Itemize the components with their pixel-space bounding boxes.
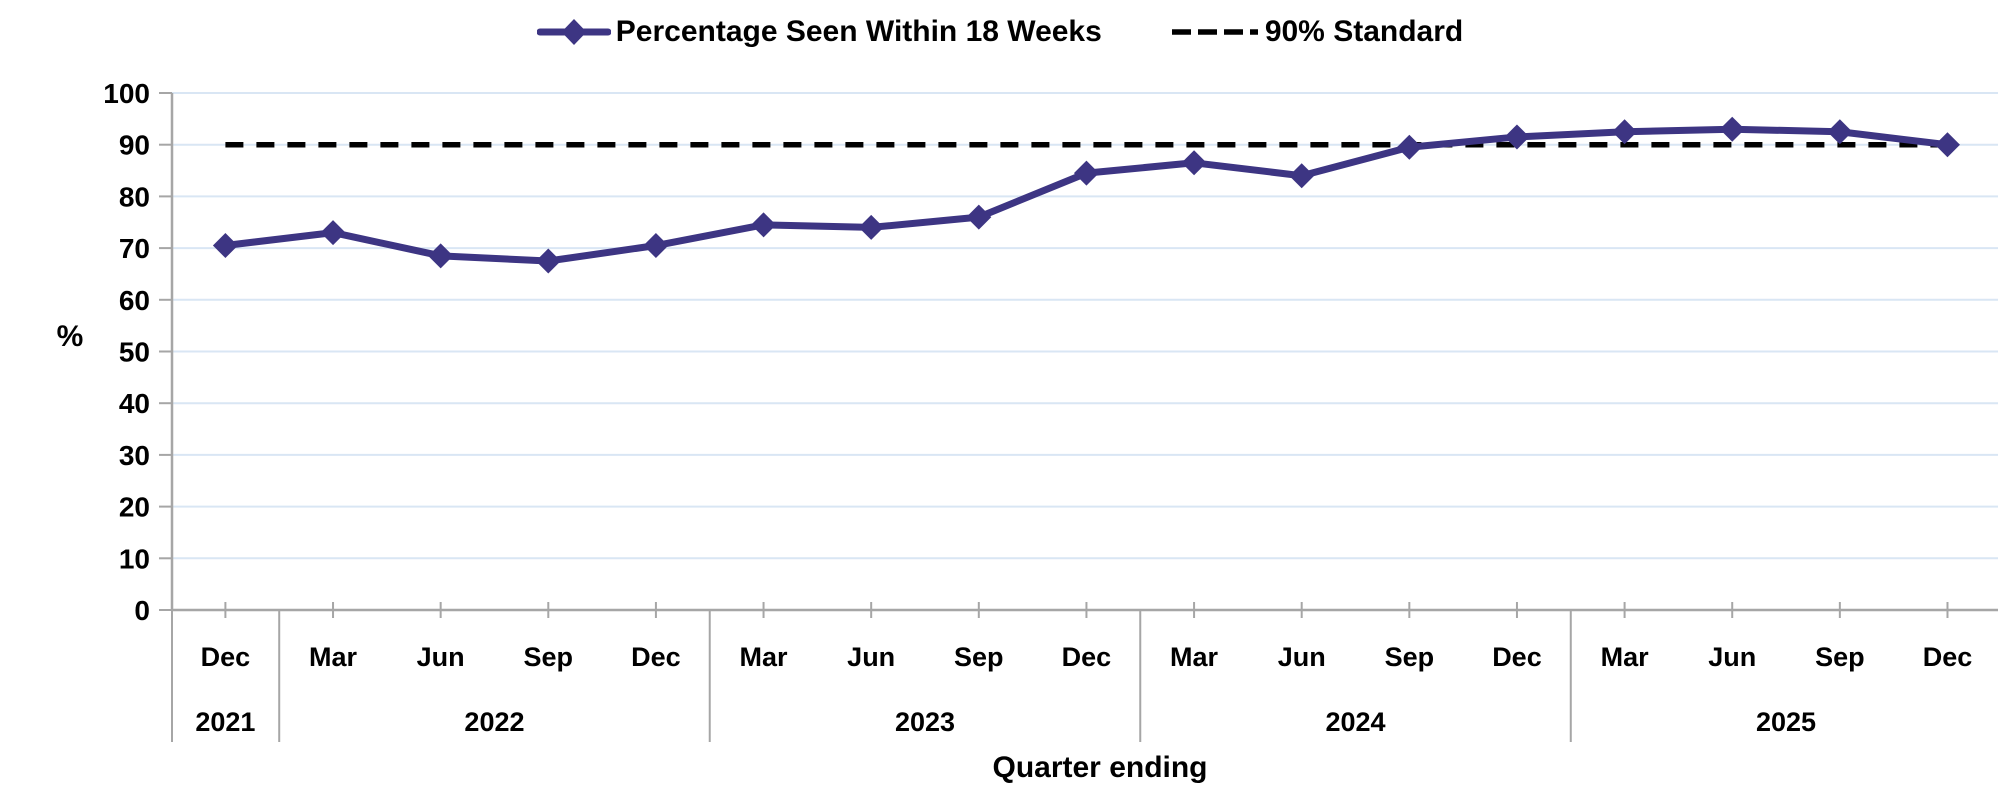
y-tick-label: 10 — [119, 543, 150, 574]
data-point-marker — [1934, 132, 1960, 158]
data-point-marker — [535, 248, 561, 274]
data-point-marker — [1289, 163, 1315, 189]
year-label: 2022 — [464, 707, 524, 737]
data-point-marker — [1612, 119, 1638, 145]
month-label: Dec — [201, 642, 251, 672]
y-axis-title: % — [57, 320, 84, 353]
data-point-marker — [858, 214, 884, 240]
month-label: Mar — [1170, 642, 1219, 672]
month-label: Sep — [524, 642, 574, 672]
year-label: 2025 — [1756, 707, 1816, 737]
y-tick-label: 0 — [134, 595, 150, 626]
month-label: Dec — [1923, 642, 1973, 672]
month-label: Jun — [417, 642, 465, 672]
y-tick-label: 40 — [119, 388, 150, 419]
month-label: Mar — [740, 642, 789, 672]
month-label: Dec — [1062, 642, 1112, 672]
data-point-marker — [643, 233, 669, 259]
month-label: Dec — [631, 642, 681, 672]
year-label: 2021 — [195, 707, 255, 737]
data-point-marker — [428, 243, 454, 269]
month-label: Sep — [1815, 642, 1865, 672]
month-label: Sep — [954, 642, 1004, 672]
y-tick-label: 90 — [119, 130, 150, 161]
data-point-marker — [751, 212, 777, 238]
month-label: Mar — [309, 642, 358, 672]
y-tick-label: 30 — [119, 440, 150, 471]
y-tick-label: 80 — [119, 181, 150, 212]
data-point-marker — [1504, 124, 1530, 150]
month-label: Sep — [1385, 642, 1435, 672]
data-point-marker — [1827, 119, 1853, 145]
month-label: Jun — [847, 642, 895, 672]
month-label: Mar — [1601, 642, 1650, 672]
series-line — [221, 125, 1951, 265]
y-tick-label: 70 — [119, 233, 150, 264]
x-axis-title: Quarter ending — [992, 751, 1207, 784]
month-label: Dec — [1492, 642, 1542, 672]
data-point-marker — [320, 220, 346, 246]
data-point-marker — [1181, 150, 1207, 176]
data-point-marker — [1719, 116, 1745, 142]
data-point-marker — [1396, 134, 1422, 160]
y-tick-label: 60 — [119, 285, 150, 316]
year-label: 2023 — [895, 707, 955, 737]
year-label: 2024 — [1325, 707, 1385, 737]
data-point-marker — [1073, 160, 1099, 186]
y-tick-label: 100 — [103, 78, 150, 109]
y-tick-label: 20 — [119, 492, 150, 523]
y-tick-label: 50 — [119, 337, 150, 368]
month-label: Jun — [1278, 642, 1326, 672]
month-label: Jun — [1708, 642, 1756, 672]
data-point-marker — [212, 233, 238, 259]
data-point-marker — [966, 204, 992, 230]
